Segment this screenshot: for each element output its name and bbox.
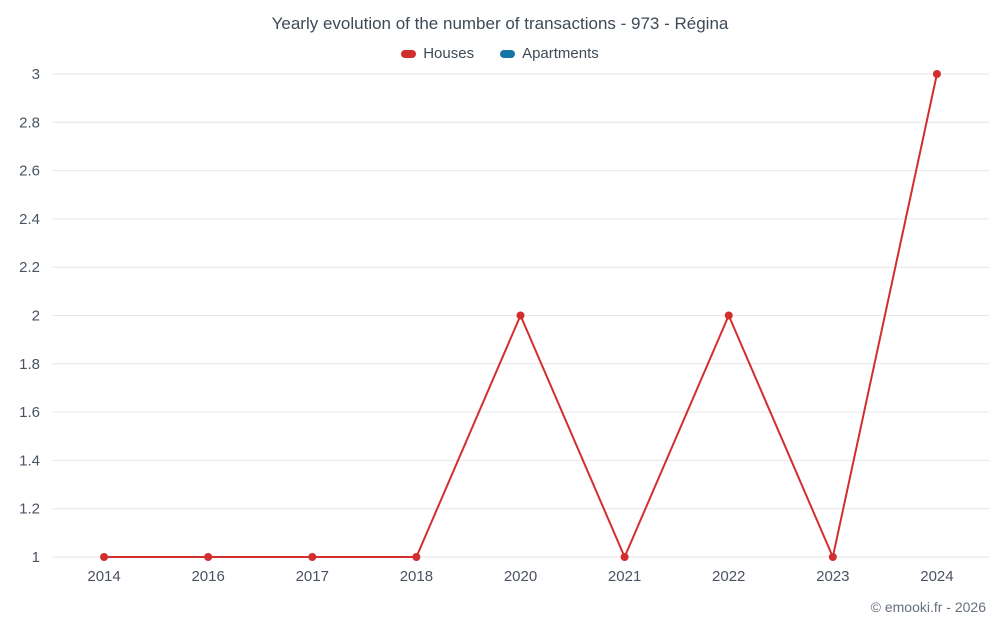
y-tick-label: 1.2 <box>19 501 40 518</box>
houses-data-point[interactable] <box>308 553 317 561</box>
legend-item-houses[interactable]: Houses <box>401 45 474 62</box>
credits-link[interactable]: © emooki.fr - 2026 <box>870 599 986 615</box>
apartments-series-label: Apartments <box>522 45 599 62</box>
houses-data-point[interactable] <box>828 553 837 561</box>
y-tick-label: 2.4 <box>19 211 40 228</box>
x-tick-label: 2021 <box>608 568 641 585</box>
x-tick-label: 2020 <box>504 568 537 585</box>
y-tick-label: 2 <box>32 308 40 325</box>
x-tick-label: 2023 <box>816 568 849 585</box>
y-tick-label: 3 <box>32 66 40 83</box>
x-tick-label: 2024 <box>920 568 953 585</box>
y-tick-label: 2.8 <box>19 114 40 131</box>
legend-item-apartments[interactable]: Apartments <box>500 45 599 62</box>
x-tick-label: 2018 <box>400 568 433 585</box>
houses-data-point[interactable] <box>516 311 525 320</box>
chart-title: Yearly evolution of the number of transa… <box>271 14 729 33</box>
y-tick-label: 1.6 <box>19 404 40 421</box>
houses-data-point[interactable] <box>100 553 109 561</box>
apartments-series-swatch <box>500 49 516 58</box>
y-tick-label: 2.6 <box>19 163 40 180</box>
houses-data-point[interactable] <box>204 553 213 561</box>
houses-series-swatch <box>401 49 417 58</box>
y-tick-label: 1.4 <box>19 452 40 469</box>
houses-data-point[interactable] <box>412 553 421 561</box>
houses-data-point[interactable] <box>932 70 941 78</box>
houses-data-point[interactable] <box>620 553 629 561</box>
x-tick-label: 2016 <box>191 568 224 585</box>
legend: Houses Apartments <box>0 45 1000 62</box>
y-tick-label: 1 <box>32 549 40 566</box>
houses-series-label: Houses <box>423 45 475 62</box>
x-tick-label: 2014 <box>87 568 120 585</box>
y-tick-label: 2.2 <box>19 259 40 276</box>
x-tick-label: 2017 <box>296 568 329 585</box>
y-tick-label: 1.8 <box>19 356 40 373</box>
houses-data-point[interactable] <box>724 311 733 320</box>
x-tick-label: 2022 <box>712 568 745 585</box>
